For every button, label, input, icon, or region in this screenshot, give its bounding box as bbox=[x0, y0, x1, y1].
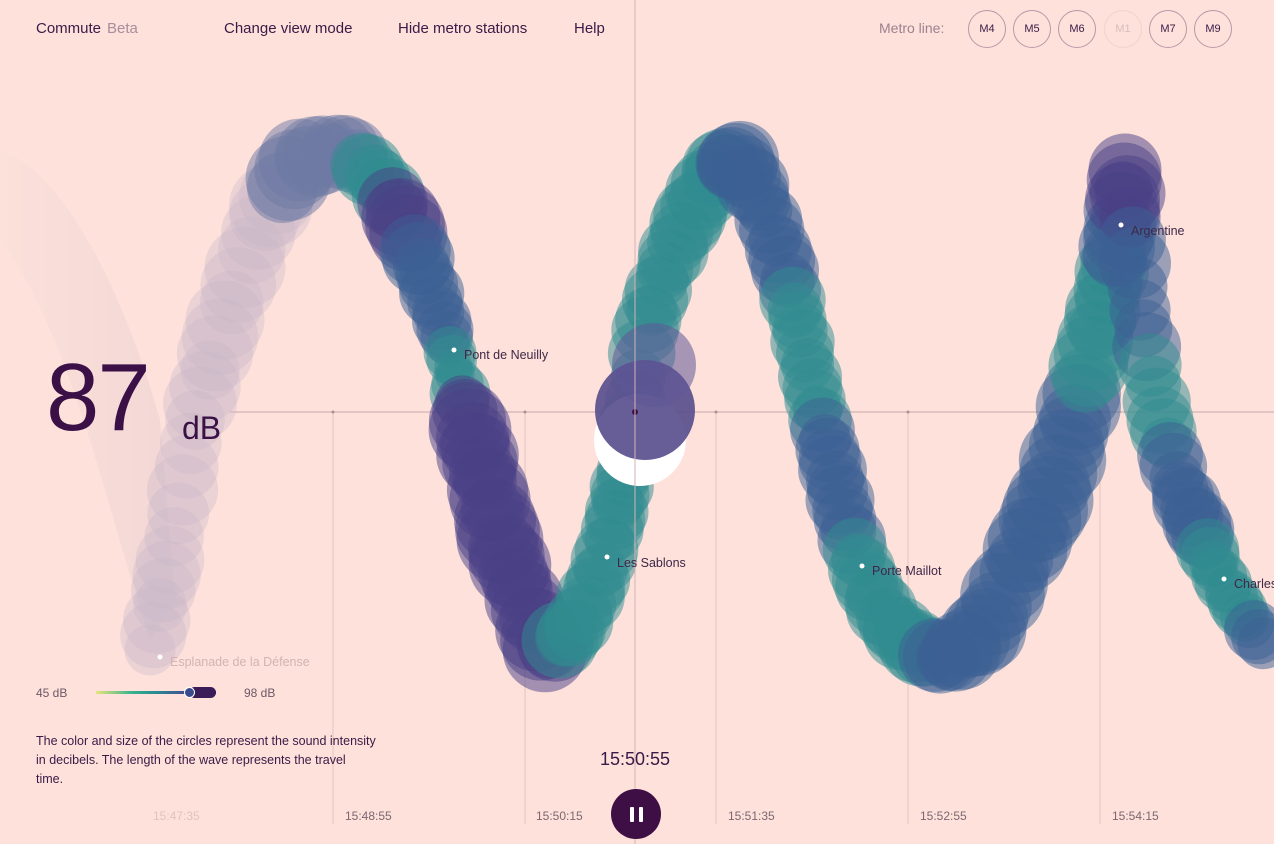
wave-circles bbox=[120, 114, 1274, 694]
wave-circle bbox=[147, 482, 210, 545]
wave-circle bbox=[124, 624, 176, 676]
wave-circle bbox=[131, 557, 196, 623]
wave-circle bbox=[160, 412, 222, 475]
top-bar: Commute Beta Change view mode Hide metro … bbox=[0, 0, 1274, 58]
wave-circle bbox=[132, 540, 201, 610]
station-dots bbox=[157, 222, 1227, 660]
decibel-legend-scale bbox=[96, 687, 216, 698]
station-dot bbox=[451, 347, 457, 353]
metro-line-label: Metro line: bbox=[879, 20, 945, 36]
station-label-charles-de-gaulle: Charles de Gaulle – Étoile bbox=[1234, 577, 1274, 591]
app-title: Commute bbox=[36, 20, 102, 37]
wave-circle bbox=[612, 323, 696, 407]
legend-filled-range bbox=[189, 687, 216, 698]
wave-circle bbox=[123, 586, 191, 654]
wave-circle bbox=[200, 247, 277, 323]
station-dot bbox=[157, 654, 163, 660]
metro-line-m1-button[interactable]: M1 bbox=[1104, 10, 1142, 48]
baseline-tick bbox=[331, 410, 335, 414]
pause-icon bbox=[638, 806, 643, 822]
baseline-tick bbox=[906, 410, 910, 414]
metro-line-m4-button[interactable]: M4 bbox=[968, 10, 1006, 48]
legend-current-marker bbox=[184, 687, 195, 698]
app-brand[interactable]: Commute Beta bbox=[36, 20, 138, 37]
metro-line-m5-button[interactable]: M5 bbox=[1013, 10, 1051, 48]
wave-circle bbox=[120, 601, 187, 669]
current-time: 15:50:55 bbox=[600, 749, 671, 769]
hide-metro-stations-link[interactable]: Hide metro stations bbox=[398, 20, 528, 37]
station-label-argentine: Argentine bbox=[1131, 224, 1185, 238]
wave-circle bbox=[169, 351, 241, 423]
timeline-tick-label: 15:51:35 bbox=[728, 809, 775, 823]
wave-circle bbox=[181, 298, 259, 375]
change-view-mode-link[interactable]: Change view mode bbox=[224, 20, 353, 37]
wave-circle bbox=[163, 366, 237, 441]
wave-circle bbox=[199, 270, 264, 335]
wave-faded-tail bbox=[0, 150, 175, 640]
wave-circle bbox=[1237, 617, 1274, 670]
baseline-tick bbox=[523, 410, 527, 414]
timeline-tick-label: 15:48:55 bbox=[345, 809, 392, 823]
timeline-tick-label: 15:47:35 bbox=[153, 809, 200, 823]
metro-line-m6-button[interactable]: M6 bbox=[1058, 10, 1096, 48]
timeline-tick-label: 15:52:55 bbox=[920, 809, 967, 823]
station-label-esplanade: Esplanade de la Défense bbox=[170, 655, 310, 669]
legend-max-label: 98 dB bbox=[244, 686, 276, 700]
wave-circle bbox=[165, 390, 225, 450]
station-dot bbox=[1118, 222, 1124, 228]
metro-line-m7-button[interactable]: M7 bbox=[1149, 10, 1187, 48]
station-dot bbox=[1221, 576, 1227, 582]
wave-circle bbox=[180, 340, 240, 400]
wave-circle bbox=[176, 315, 254, 392]
station-dot bbox=[604, 554, 610, 560]
legend-min-label: 45 dB bbox=[36, 686, 68, 700]
wave-circle bbox=[133, 578, 187, 632]
station-label-porte-maillot: Porte Maillot bbox=[872, 564, 942, 578]
pause-button[interactable] bbox=[611, 789, 661, 839]
station-label-pont-de-neuilly: Pont de Neuilly bbox=[464, 348, 549, 362]
station-dot bbox=[859, 563, 865, 569]
wave-circle bbox=[204, 227, 286, 308]
wave-circle bbox=[154, 434, 219, 499]
pause-icon bbox=[629, 806, 634, 822]
wave-circle bbox=[218, 216, 286, 284]
wave-circle bbox=[135, 525, 205, 595]
help-link[interactable]: Help bbox=[574, 20, 605, 37]
station-label-les-sablons: Les Sablons bbox=[617, 556, 686, 570]
decibel-value: 87 bbox=[46, 344, 151, 451]
wave-circle bbox=[144, 507, 204, 567]
timeline-tick-label: 15:54:15 bbox=[1112, 809, 1159, 823]
metro-line-m9-button[interactable]: M9 bbox=[1194, 10, 1232, 48]
decibel-unit: dB bbox=[182, 410, 222, 446]
wave-circle bbox=[185, 280, 265, 360]
visualization-description: The color and size of the circles repres… bbox=[36, 734, 376, 786]
wave-circle bbox=[146, 454, 219, 526]
baseline-tick bbox=[714, 410, 718, 414]
timeline-tick-label: 15:50:15 bbox=[536, 809, 583, 823]
legend-gradient bbox=[96, 691, 216, 694]
beta-badge: Beta bbox=[107, 20, 138, 37]
